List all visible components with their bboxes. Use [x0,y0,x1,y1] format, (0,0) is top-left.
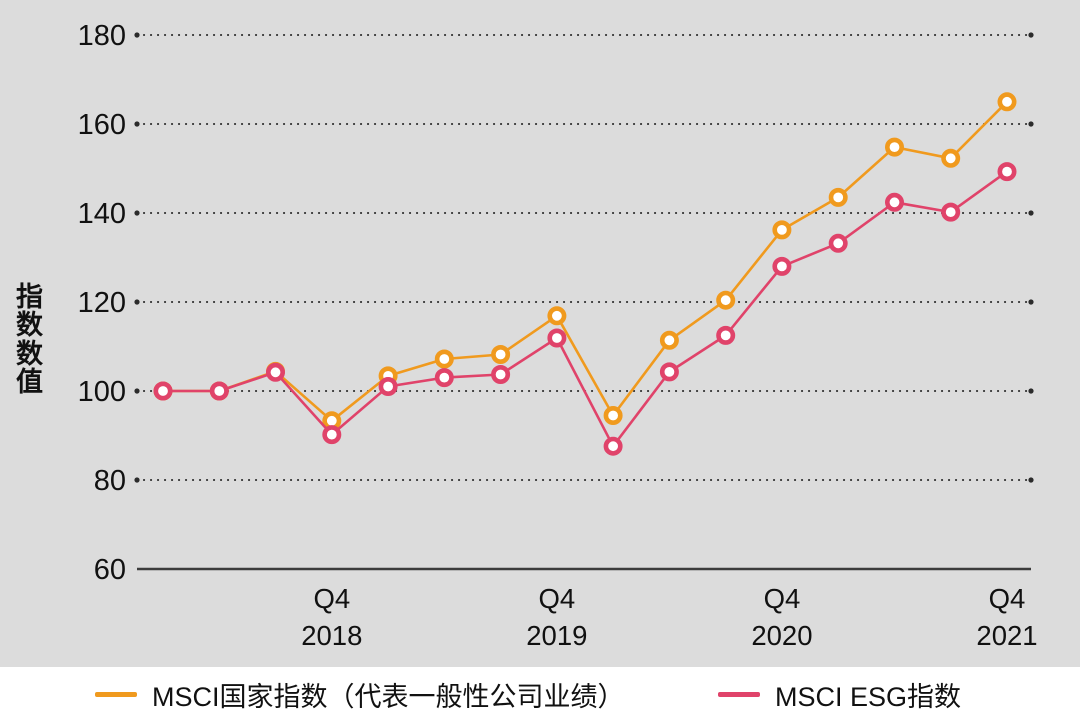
marker-esg-2020-Q1 [603,436,623,456]
marker-country-2020-Q3 [716,290,736,310]
marker-country-2020-Q4 [772,220,792,240]
gridline-end-dot [1028,477,1034,483]
gridline-end-dot [1028,121,1034,127]
line-chart: 60 80 100 120 140 160 180 Q4 2018 Q4 2019 Q4 2020 Q4 2… [78,20,1038,651]
gridline-end-dot [134,477,140,483]
marker-esg-2018-Q3 [265,362,285,382]
marker-esg-2021-Q1 [828,233,848,253]
marker-esg-2020-Q4 [772,256,792,276]
y-tick-label: 80 [94,465,126,497]
y-tick-label: 160 [78,109,126,141]
legend-dash-country-icon [95,692,137,697]
gridline-end-dot [1028,210,1034,216]
marker-esg-2019-Q3 [491,364,511,384]
marker-country-2020-Q2 [659,330,679,350]
y-tick-label: 120 [78,287,126,319]
legend-item-country-index: MSCI国家指数（代表一般性公司业绩） [95,667,625,722]
marker-country-2021-Q1 [828,187,848,207]
marker-country-2020-Q1 [603,405,623,425]
chart-panel: 60 80 100 120 140 160 180 Q4 2018 Q4 2019 Q4 2020 Q4 2… [0,0,1080,667]
x-tick-label-year: 2020 [751,620,812,651]
gridline-end-dot [134,299,140,305]
gridline-end-dot [1028,299,1034,305]
marker-esg-2018-Q2 [209,381,229,401]
marker-country-2021-Q4 [997,92,1017,112]
y-tick-label: 60 [94,554,126,586]
series-line-esg-index [163,170,1008,448]
gridline-end-dot [134,388,140,394]
marker-esg-2019-Q2 [434,368,454,388]
gridline-end-dot [1028,388,1034,394]
y-axis-title: 指数数值 [16,282,43,398]
marker-esg-2020-Q2 [659,362,679,382]
x-tick-label-year: 2018 [301,620,362,651]
marker-esg-2018-Q4 [322,425,342,445]
y-tick-label: 100 [78,376,126,408]
y-tick-label: 180 [78,20,126,52]
legend-item-esg-index: MSCI ESG指数 [718,667,961,722]
x-tick-label-quarter: Q4 [989,583,1026,614]
marker-esg-2019-Q1 [378,376,398,396]
marker-country-2021-Q3 [941,148,961,168]
x-tick-label-quarter: Q4 [764,583,801,614]
marker-country-2021-Q2 [884,137,904,157]
y-tick-label: 140 [78,198,126,230]
x-tick-label-year: 2021 [976,620,1037,651]
marker-esg-2021-Q2 [884,192,904,212]
marker-esg-2019-Q4 [547,328,567,348]
marker-esg-2020-Q3 [716,325,736,345]
series-line-country-index [163,100,1008,423]
marker-country-2019-Q4 [547,306,567,326]
gridline-end-dot [1028,32,1034,38]
gridline-end-dot [134,32,140,38]
marker-esg-2021-Q4 [997,162,1017,182]
gridline-end-dot [134,121,140,127]
legend-label-esg: MSCI ESG指数 [775,682,962,712]
legend-dash-esg-icon [718,692,760,697]
chart-legend: MSCI国家指数（代表一般性公司业绩） MSCI ESG指数 [0,667,1080,722]
marker-esg-2021-Q3 [941,202,961,222]
x-tick-label-year: 2019 [526,620,587,651]
gridline-end-dot [134,210,140,216]
legend-label-country: MSCI国家指数（代表一般性公司业绩） [152,682,625,712]
marker-esg-2018-Q1 [153,381,173,401]
marker-country-2019-Q2 [434,349,454,369]
marker-country-2019-Q3 [491,344,511,364]
x-tick-label-quarter: Q4 [313,583,350,614]
x-tick-label-quarter: Q4 [539,583,576,614]
